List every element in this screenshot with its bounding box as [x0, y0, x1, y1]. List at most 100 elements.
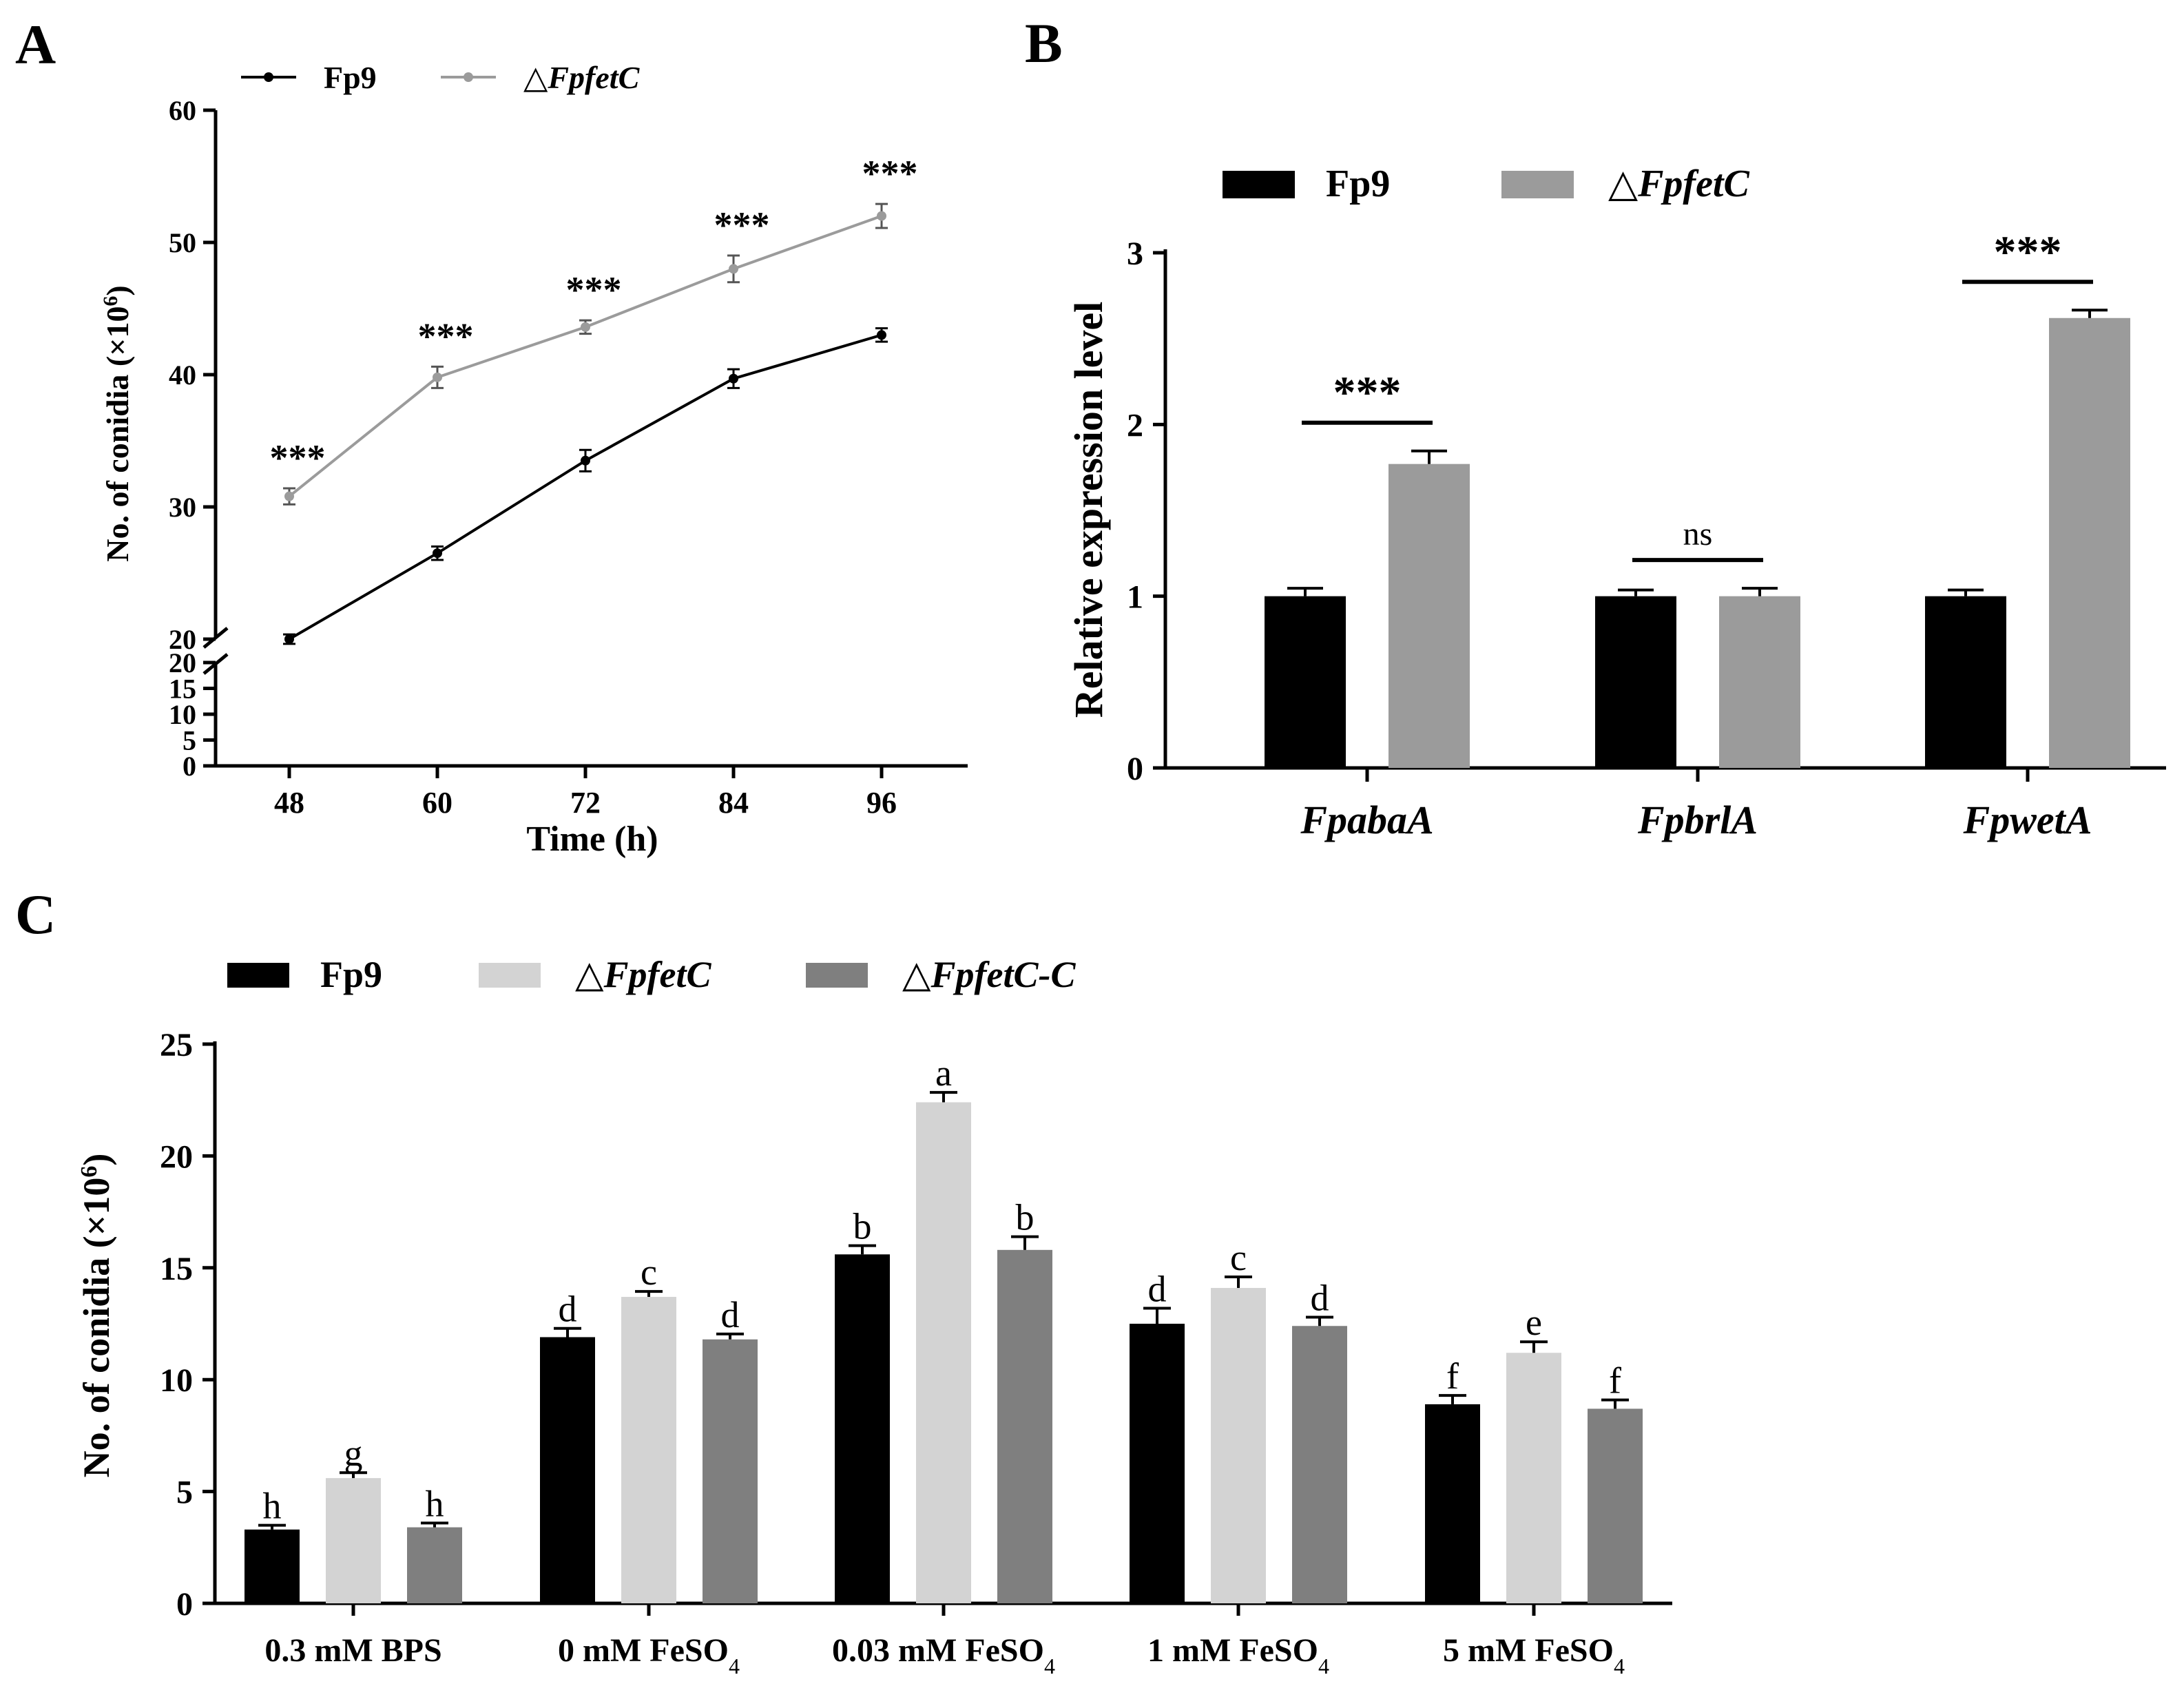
axis-a-ylabel: No. of conidia (×106) — [99, 285, 136, 562]
a-xtick-label: 48 — [274, 786, 304, 820]
c-bar — [1292, 1326, 1347, 1603]
c-bar — [1425, 1404, 1480, 1603]
c-significance-letter: d — [559, 1289, 577, 1330]
c-significance-letter: a — [935, 1052, 952, 1094]
a-point — [877, 330, 886, 340]
b-significance: *** — [1994, 227, 2062, 277]
axis-a-xlabel: Time (h) — [526, 820, 658, 859]
c-significance-letter: b — [853, 1206, 872, 1247]
a-significance: *** — [270, 437, 326, 479]
c-significance-letter: c — [641, 1251, 657, 1293]
a-xtick-label: 72 — [570, 786, 601, 820]
a-xtick-label: 96 — [866, 786, 897, 820]
a-xtick-label: 60 — [422, 786, 453, 820]
b-xtick-label: FpabaA — [1300, 798, 1433, 842]
a-point — [581, 455, 590, 466]
b-bar — [1595, 596, 1676, 768]
panel-c-bar-chart: Fp9 △FpfetC △FpfetC-C 0 5 10 15 20 25 No. of … — [76, 954, 1672, 1678]
b-xtick-label: FpwetA — [1963, 798, 2092, 842]
c-significance-letter: g — [344, 1433, 363, 1474]
a-significance: *** — [862, 153, 918, 194]
c-significance-letter: f — [1446, 1355, 1459, 1397]
legend-b-mutant-swatch — [1501, 171, 1574, 198]
a-ytick-lower-label: 5 — [183, 725, 196, 756]
c-significance-letter: d — [721, 1294, 740, 1335]
a-point — [433, 372, 442, 382]
c-xtick-label: 5 mM FeSO4 — [1443, 1632, 1625, 1678]
a-ytick-upper-label: 30 — [169, 492, 196, 523]
c-significance-letter: e — [1526, 1302, 1542, 1343]
c-bar — [1506, 1353, 1561, 1603]
c-significance-letter: h — [263, 1486, 282, 1527]
c-bar — [326, 1478, 381, 1603]
a-point — [729, 264, 738, 274]
a-significance: *** — [566, 269, 622, 311]
c-xtick-label: 1 mM FeSO4 — [1147, 1632, 1329, 1678]
c-significance-letter: c — [1230, 1237, 1247, 1278]
c-xtick-label: 0 mM FeSO4 — [558, 1632, 740, 1678]
legend-b-mutant-label: △FpfetC — [1608, 163, 1749, 205]
c-bar — [407, 1527, 462, 1603]
legend-c-mutant-label: △FpfetC — [575, 954, 711, 995]
b-xtick-label: FpbrlA — [1637, 798, 1758, 842]
axis-b-ylabel: Relative expression level — [1066, 302, 1111, 718]
a-ytick-upper-label: 50 — [169, 227, 196, 258]
c-significance-letter: f — [1609, 1360, 1621, 1402]
c-xtick-label: 0.03 mM FeSO4 — [832, 1632, 1055, 1678]
a-ytick-lower-label: 0 — [183, 751, 196, 782]
b-significance: *** — [1333, 368, 1402, 418]
c-bar — [703, 1339, 758, 1603]
a-ytick-lower-label: 15 — [169, 674, 196, 705]
legend-a-fp9-marker — [264, 72, 273, 82]
b-bar — [2049, 318, 2130, 768]
c-xtick-label: 0.3 mM BPS — [264, 1632, 441, 1669]
panel-label-b: B — [1025, 12, 1063, 74]
b-bar — [1719, 596, 1800, 768]
a-point — [433, 548, 442, 559]
a-point — [284, 491, 294, 501]
c-significance-letter: h — [426, 1483, 444, 1524]
c-bar — [245, 1529, 300, 1603]
c-bar — [540, 1337, 595, 1603]
a-significance: *** — [418, 315, 474, 357]
c-bar — [1130, 1324, 1185, 1603]
panel-b-bar-chart: Fp9 △FpfetC 0 1 2 3 Relative expression lev… — [1066, 163, 2166, 842]
c-ytick-label: 25 — [160, 1027, 193, 1063]
c-bar — [1211, 1288, 1266, 1603]
c-significance-letter: d — [1311, 1278, 1329, 1319]
a-significance: *** — [714, 205, 770, 246]
legend-c-fp9-label: Fp9 — [320, 954, 382, 995]
c-bar — [997, 1249, 1052, 1603]
c-bar — [621, 1297, 676, 1603]
a-point — [877, 211, 886, 221]
c-bar — [835, 1254, 890, 1603]
c-ytick-label: 10 — [160, 1362, 193, 1399]
a-series-line-0 — [288, 333, 882, 641]
c-ytick-label: 0 — [176, 1586, 193, 1623]
legend-a-mutant-marker — [464, 72, 473, 82]
legend-a-mutant-label: △FpfetC — [523, 60, 641, 95]
axis-c-ylabel: No. of conidia (×106) — [76, 1154, 117, 1478]
legend-b-fp9-swatch — [1223, 171, 1295, 198]
a-ytick-lower-label: 10 — [169, 699, 196, 730]
a-point — [581, 322, 590, 332]
a-ytick-upper-label: 20 — [169, 624, 196, 655]
b-ytick-label: 0 — [1127, 751, 1143, 787]
b-ytick-label: 1 — [1127, 579, 1143, 616]
a-point — [729, 373, 738, 384]
legend-b-fp9-label: Fp9 — [1326, 163, 1390, 205]
legend-a-fp9-label: Fp9 — [324, 60, 377, 95]
a-xtick-label: 84 — [718, 786, 749, 820]
c-significance-letter: b — [1016, 1197, 1034, 1238]
c-ytick-label: 5 — [176, 1475, 193, 1511]
b-significance: ns — [1683, 516, 1713, 552]
a-ytick-upper-label: 40 — [169, 360, 196, 391]
c-significance-letter: d — [1148, 1269, 1167, 1310]
legend-c-complement-swatch — [806, 963, 868, 988]
c-bar — [1588, 1408, 1643, 1603]
a-ytick-upper-label: 60 — [169, 95, 196, 126]
legend-c-mutant-swatch — [479, 963, 541, 988]
legend-c-fp9-swatch — [227, 963, 289, 988]
